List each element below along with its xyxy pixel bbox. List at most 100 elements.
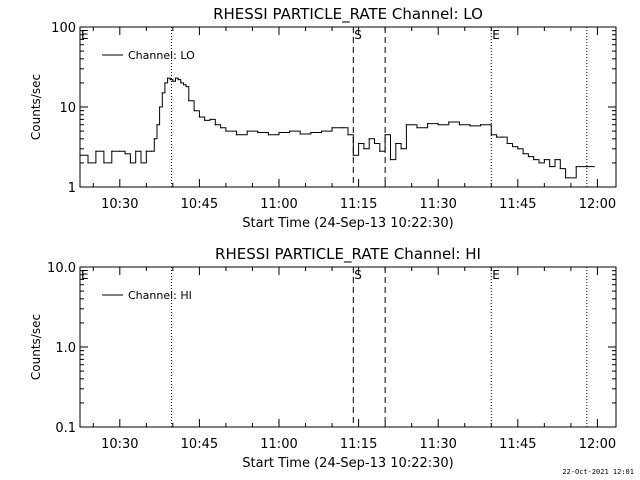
data-point <box>358 142 360 145</box>
x-tick-label: 11:45 <box>499 437 536 452</box>
data-point <box>289 130 291 132</box>
event-marker-label: E <box>81 268 89 282</box>
data-point <box>204 119 206 121</box>
event-marker-label: S <box>354 268 362 282</box>
event-marker-label: E <box>492 28 500 42</box>
data-point <box>135 150 137 152</box>
data-point <box>320 130 323 132</box>
x-tick-label: 11:30 <box>419 197 456 212</box>
data-point <box>169 79 171 81</box>
y-axis-label: Counts/sec <box>29 314 43 380</box>
data-point <box>384 134 386 136</box>
data-point <box>533 159 535 161</box>
data-point <box>185 85 187 88</box>
event-marker-label: S <box>354 28 362 42</box>
x-tick-label: 10:30 <box>101 437 138 452</box>
data-point <box>469 125 471 127</box>
x-tick-label: 10:45 <box>181 437 218 452</box>
data-point <box>416 127 418 129</box>
x-tick-label: 11:30 <box>419 437 456 452</box>
data-point <box>299 133 301 135</box>
legend-entry: Channel: LO <box>128 49 195 62</box>
chart-title: RHESSI PARTICLE_RATE Channel: HI <box>215 245 481 264</box>
data-point <box>379 150 381 152</box>
data-point <box>543 159 545 161</box>
data-point <box>501 136 503 138</box>
data-point <box>405 124 407 126</box>
data-point <box>225 130 227 132</box>
data-point <box>214 124 216 126</box>
data-point <box>554 159 556 161</box>
data-point <box>352 154 354 156</box>
data-point <box>267 134 269 136</box>
data-point <box>172 80 174 82</box>
data-point <box>490 134 492 136</box>
x-tick-label: 11:00 <box>260 437 297 452</box>
x-tick-label: 11:45 <box>499 197 536 212</box>
data-point <box>124 153 126 155</box>
data-point <box>182 84 185 86</box>
data-point <box>527 155 530 158</box>
data-point <box>95 150 97 152</box>
data-point <box>575 165 577 168</box>
data-point <box>151 150 153 152</box>
x-tick-label: 11:15 <box>340 197 377 212</box>
data-point <box>111 150 113 152</box>
footer-timestamp: 22-Oct-2021 12:01 <box>562 468 634 476</box>
data-point <box>180 82 182 84</box>
data-point <box>153 138 155 140</box>
y-tick-label: 0.1 <box>55 421 76 436</box>
x-tick-label: 11:00 <box>260 197 297 212</box>
data-point <box>119 150 121 152</box>
data-point <box>235 134 238 136</box>
data-point <box>400 148 402 150</box>
data-point <box>87 162 89 164</box>
data-point <box>188 100 190 102</box>
series-line-0 <box>80 77 595 179</box>
data-point <box>145 150 147 152</box>
data-point <box>427 123 429 125</box>
event-marker-label: E <box>81 28 89 42</box>
data-point <box>480 124 482 126</box>
data-point <box>331 127 333 129</box>
y-tick-label: 10 <box>59 101 76 116</box>
data-point <box>559 167 561 170</box>
y-tick-label: 1 <box>68 181 76 196</box>
y-tick-label: 100 <box>51 21 76 36</box>
data-point <box>129 162 132 164</box>
data-point <box>198 116 201 118</box>
data-point <box>257 131 259 134</box>
legend-entry: Channel: HI <box>128 289 192 302</box>
data-point <box>174 77 177 79</box>
data-point <box>246 130 248 132</box>
x-axis-label: Start Time (24-Sep-13 10:22:30) <box>242 216 453 231</box>
data-point <box>586 165 588 168</box>
data-point <box>209 118 211 120</box>
data-point <box>140 162 142 164</box>
x-tick-label: 10:30 <box>101 197 138 212</box>
data-point <box>448 121 450 123</box>
data-point <box>363 148 365 150</box>
data-point <box>522 153 524 155</box>
data-point <box>177 79 179 81</box>
data-point <box>368 138 370 140</box>
chart-panel-0: RHESSI PARTICLE_RATE Channel: LO Start Ti… <box>29 5 617 231</box>
data-point <box>373 142 376 145</box>
y-tick-label: 1.0 <box>55 341 76 356</box>
data-point <box>564 177 567 179</box>
data-point <box>389 159 392 161</box>
x-tick-label: 10:45 <box>181 197 218 212</box>
data-point <box>458 124 461 126</box>
data-point <box>395 142 397 145</box>
x-tick-label: 11:15 <box>340 437 377 452</box>
data-point <box>79 154 81 156</box>
data-point <box>103 162 105 164</box>
data-point <box>156 124 158 126</box>
x-tick-label: 12:00 <box>579 197 616 212</box>
data-point <box>310 131 312 134</box>
data-point <box>342 127 344 129</box>
data-point <box>166 77 169 79</box>
data-point <box>164 82 166 84</box>
data-point <box>161 92 163 94</box>
